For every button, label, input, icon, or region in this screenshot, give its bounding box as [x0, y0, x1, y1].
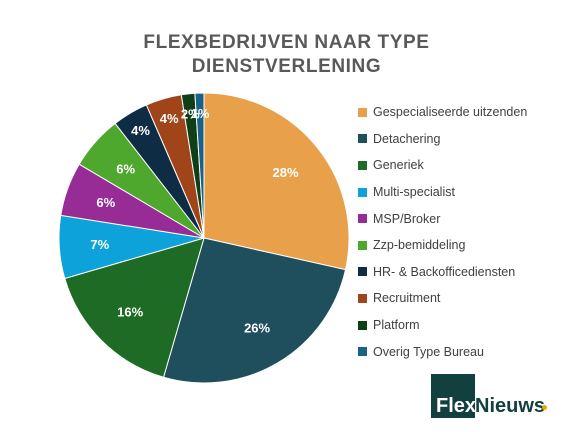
- legend-label: Recruitment: [373, 291, 441, 306]
- legend-item-7: HR- & Backofficediensten: [358, 259, 568, 286]
- legend-item-1: Gespecialiseerde uitzenden: [358, 99, 568, 126]
- legend: Gespecialiseerde uitzenden Detachering Gen…: [358, 99, 568, 365]
- legend-item-3: Generiek: [358, 152, 568, 179]
- legend-swatch: [358, 134, 367, 144]
- legend-item-5: MSP/Broker: [358, 205, 568, 232]
- pie-data-label-1: 28%: [272, 165, 298, 180]
- legend-item-6: Zzp-bemiddeling: [358, 232, 568, 259]
- legend-label: Overig Type Bureau: [373, 344, 484, 359]
- legend-label: HR- & Backofficediensten: [373, 264, 516, 279]
- legend-swatch: [358, 267, 367, 277]
- chart-title-line-1: FLEXBEDRIJVEN NAAR TYPE: [143, 32, 430, 53]
- pie-data-label-5: 6%: [96, 195, 115, 210]
- pie-slice-2: [162, 237, 347, 384]
- legend-swatch: [358, 160, 367, 170]
- legend-swatch: [358, 293, 367, 303]
- legend-label: MSP/Broker: [373, 211, 441, 226]
- legend-label: Multi-specialist: [373, 185, 455, 200]
- logo-dot: [542, 405, 547, 410]
- pie-data-label-10: 1%: [191, 106, 210, 121]
- pie-data-labels: 28%26%16%7%6%6%4%4% 2%1%: [90, 106, 299, 335]
- legend-item-2: Detachering: [358, 126, 568, 153]
- chart-title-line-2: DIENSTVERLENING: [191, 56, 382, 77]
- logo-text: FlexNieuws: [436, 394, 545, 418]
- legend-label: Zzp-bemiddeling: [373, 238, 466, 253]
- legend-item-9: Platform: [358, 312, 568, 339]
- pie-data-label-7: 4%: [131, 123, 150, 138]
- legend-swatch: [358, 214, 367, 224]
- logo-text-nieuws: Nieuws: [475, 395, 546, 417]
- legend-swatch: [358, 240, 367, 250]
- legend-label: Detachering: [373, 131, 441, 146]
- legend-label: Generiek: [373, 158, 424, 173]
- logo-text-flex: Flex: [436, 395, 477, 417]
- legend-label: Gespecialiseerde uitzenden: [373, 105, 528, 120]
- pie-data-label-9: 2%: [181, 107, 200, 122]
- pie-slice-3: [64, 237, 205, 378]
- legend-swatch: [358, 187, 367, 197]
- pie-slice-10: [194, 92, 205, 239]
- legend-item-8: Recruitment: [358, 285, 568, 312]
- pie-slice-1: [203, 92, 350, 271]
- pie-data-label-6: 6%: [116, 162, 135, 177]
- legend-swatch: [358, 320, 367, 330]
- legend-swatch: [358, 107, 367, 117]
- flexnieuws-logo: FlexNieuws: [431, 374, 549, 418]
- pie-data-label-4: 7%: [90, 237, 109, 252]
- pie-data-label-3: 16%: [117, 304, 143, 319]
- legend-swatch: [358, 347, 367, 357]
- legend-label: Platform: [373, 318, 420, 333]
- chart-title: FLEXBEDRIJVEN NAAR TYPE DIENSTVERLENING: [0, 31, 573, 79]
- legend-item-4: Multi-specialist: [358, 179, 568, 206]
- legend-item-10: Overig Type Bureau: [358, 338, 568, 365]
- logo-box: [431, 374, 475, 418]
- pie-slices: [58, 92, 350, 384]
- pie-data-label-8: 4%: [160, 111, 179, 126]
- pie-data-label-2: 26%: [244, 320, 270, 335]
